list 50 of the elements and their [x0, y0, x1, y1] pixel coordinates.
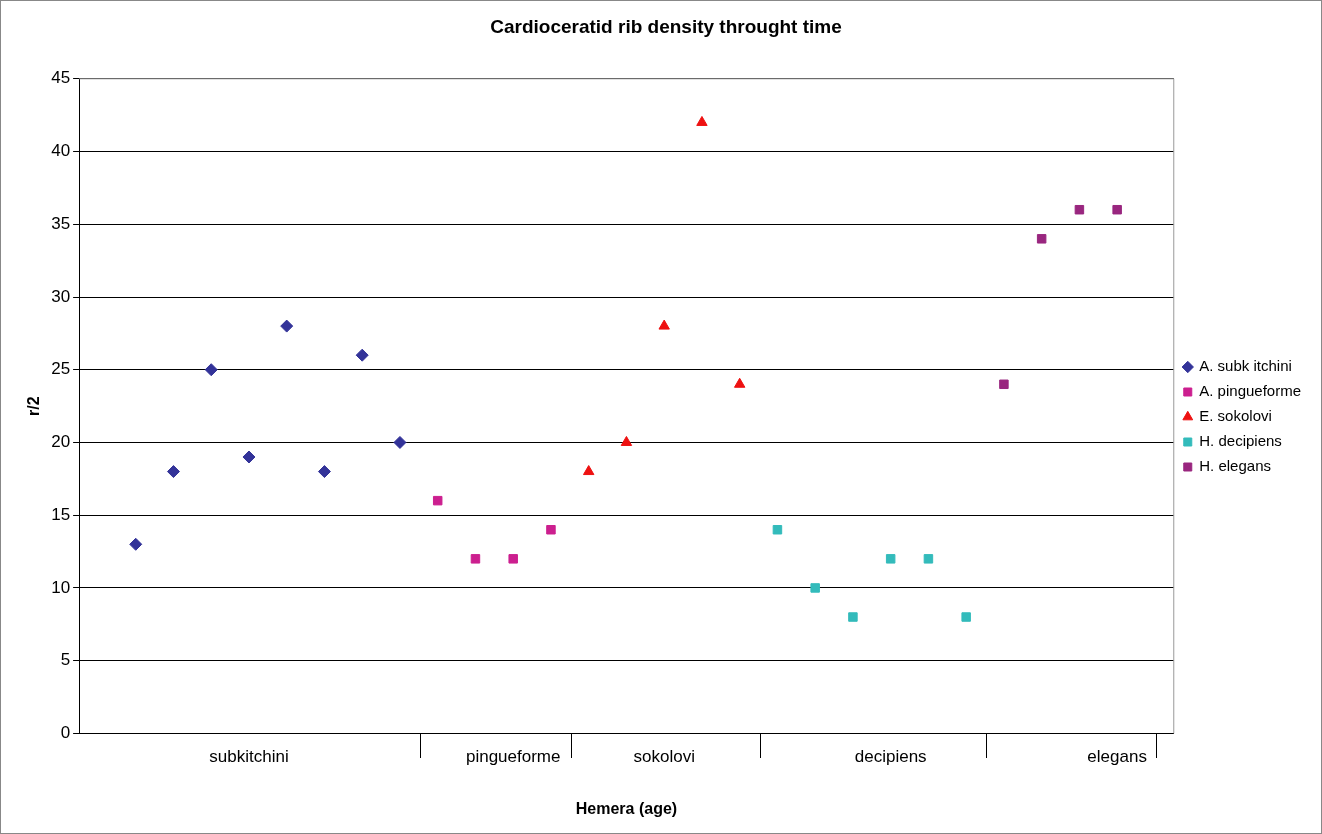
point: [923, 554, 934, 564]
legend-label: E. sokolovi: [1199, 407, 1272, 425]
y-tick-label: 30: [51, 286, 71, 306]
x-tick-label: decipiens: [854, 747, 927, 767]
y-tick-label: 20: [51, 432, 71, 452]
x-tick-label: subkitchini: [209, 747, 289, 767]
point: [999, 379, 1009, 390]
point: [393, 435, 407, 449]
point: [546, 525, 556, 535]
point: [885, 554, 896, 564]
point: [129, 537, 143, 551]
legend-label: A. subk itchini: [1199, 357, 1292, 375]
x-tick-label: pingueforme: [465, 747, 561, 767]
point: [317, 465, 331, 479]
y-axis-title: r/2: [25, 396, 43, 416]
y-tick-label: 40: [51, 141, 71, 161]
x-axis-title: Hemera (age): [575, 799, 678, 817]
point: [961, 612, 971, 622]
point: [204, 363, 218, 377]
y-tick-label: 35: [51, 213, 71, 233]
y-tick-label: 25: [51, 359, 71, 379]
y-tick-label: 15: [51, 504, 71, 524]
y-tick-label: 0: [60, 723, 71, 743]
point: [508, 554, 518, 564]
point: [848, 612, 858, 622]
legend-label: A. pingueforme: [1199, 382, 1302, 400]
point: [242, 450, 256, 464]
point: [1036, 234, 1047, 244]
y-tick-label: 5: [60, 650, 71, 670]
x-tick-label: sokolovi: [633, 747, 695, 767]
point: [620, 435, 633, 446]
point: [432, 495, 443, 506]
point: [696, 115, 708, 126]
legend-label: H. decipiens: [1199, 432, 1282, 450]
point: [1074, 204, 1085, 215]
point: [733, 377, 746, 388]
x-tick-label: elegans: [1087, 747, 1147, 767]
point: [355, 348, 369, 362]
point: [166, 465, 180, 479]
point: [470, 554, 481, 564]
chart-title: Cardioceratid rib density throught time: [490, 15, 842, 37]
point: [658, 319, 670, 330]
point: [583, 465, 595, 476]
point: [772, 525, 783, 535]
legend-label: H. elegans: [1199, 457, 1271, 475]
point: [810, 583, 820, 593]
point: [1112, 204, 1122, 215]
y-tick-label: 10: [51, 577, 71, 597]
point: [280, 319, 294, 333]
y-tick-label: 45: [51, 68, 71, 88]
